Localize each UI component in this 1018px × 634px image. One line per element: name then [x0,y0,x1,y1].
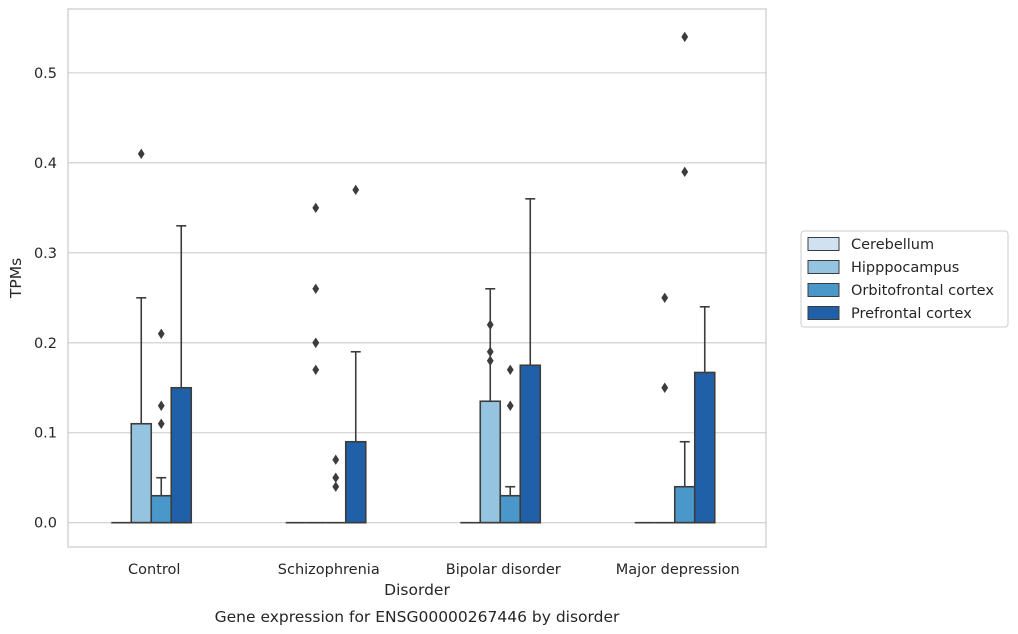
outlier-point [486,319,494,330]
outlier-point [157,418,165,429]
box-1-0 [130,296,153,524]
outlier-point [506,400,514,411]
outlier-point [332,472,340,483]
legend: Cerebellum Hipppocampus Orbitofrontal cort… [800,230,1009,328]
outlier-point [157,328,165,339]
legend-frame [800,230,1009,328]
outlier-point [486,346,494,357]
box-3-1 [344,350,367,524]
legend-swatch [807,283,840,297]
x-axis-label: Disorder [384,581,450,599]
x-tick-label: Major depression [616,562,740,578]
x-tick-label: Control [128,562,180,578]
box-rect [170,386,193,524]
box-3-3 [693,305,716,524]
y-tick-label: 0.5 [34,66,57,82]
outlier-point [332,481,340,492]
x-tick-labels: Control Schizophrenia Bipolar disorder Majo… [128,562,740,578]
outlier-point [506,364,514,375]
legend-label: Hipppocampus [851,260,959,276]
plot-frame [67,8,767,548]
x-tick-label: Bipolar disorder [446,562,561,578]
legend-label: Orbitofrontal cortex [851,283,994,299]
outlier-point [157,400,165,411]
outlier-point [312,283,320,294]
y-tick-label: 0.2 [34,336,57,352]
outlier-point [137,148,145,160]
box-2-2 [499,485,522,524]
y-tick-label: 0.3 [34,246,57,262]
outlier-point [352,184,360,196]
chart-caption: Gene expression for ENSG00000267446 by d… [215,608,620,626]
box-rect [519,364,542,524]
box-3-2 [519,198,542,524]
y-tick-label: 0.0 [34,516,57,532]
box-rect [479,400,502,524]
outlier-point [312,337,320,348]
box-2-3 [673,440,696,524]
box-rect [693,371,716,524]
outlier-point [681,166,689,178]
box-rect [130,422,153,524]
box-rect [344,440,367,524]
box-2-0 [150,476,173,524]
box-1-2 [479,287,502,524]
box-3-0 [170,225,193,524]
y-tick-label: 0.4 [34,156,57,172]
outlier-point [681,31,689,43]
outlier-point [486,355,494,366]
legend-label: Cerebellum [851,237,934,253]
outlier-point [312,364,320,375]
box-rect [499,494,522,524]
box-layer [111,198,716,524]
box-rect [150,494,173,524]
outlier-layer [137,31,689,492]
box-rect [673,485,696,524]
y-tick-label: 0.1 [34,426,57,442]
x-tick-label: Schizophrenia [278,562,380,578]
y-tick-labels: 0.0 0.1 0.2 0.3 0.4 0.5 [34,66,57,532]
outlier-point [312,202,320,214]
y-axis-label: TPMs [7,258,25,299]
legend-swatch [807,306,840,320]
outlier-point [661,382,669,393]
outlier-point [661,292,669,303]
legend-swatch [807,237,840,251]
legend-swatch [807,260,840,274]
legend-label: Prefrontal cortex [851,306,972,322]
outlier-point [332,454,340,465]
